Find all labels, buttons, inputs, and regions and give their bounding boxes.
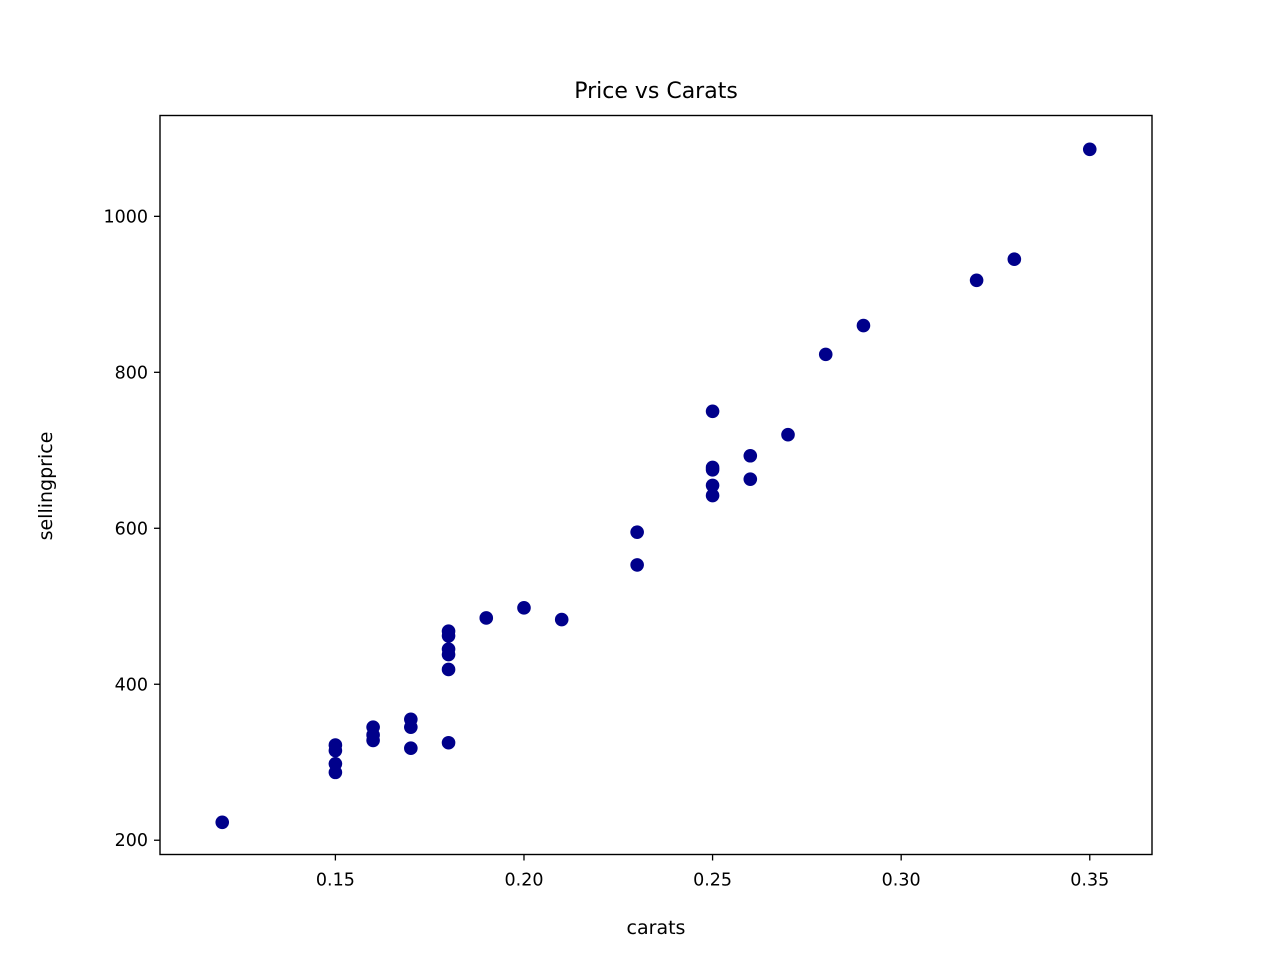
x-tick-label: 0.25	[693, 871, 732, 891]
y-axis-label: sellingprice	[35, 432, 57, 541]
y-tick-label: 600	[115, 519, 148, 539]
x-tick-label: 0.30	[882, 871, 921, 891]
data-point	[856, 318, 871, 333]
data-point	[366, 733, 380, 748]
data-point	[743, 472, 758, 486]
data-point	[517, 601, 531, 615]
data-point	[404, 720, 418, 734]
data-point	[781, 427, 795, 442]
data-points	[215, 142, 1097, 830]
data-point	[969, 273, 984, 288]
data-point	[705, 478, 720, 493]
x-axis-label: carats	[627, 917, 686, 939]
data-point	[441, 735, 456, 750]
y-tick-label: 800	[115, 363, 148, 383]
data-point	[479, 611, 494, 625]
data-point	[1082, 142, 1097, 157]
y-tick-label: 400	[115, 675, 148, 695]
data-point	[818, 347, 833, 362]
data-point	[1007, 252, 1022, 267]
data-point	[441, 629, 456, 643]
data-point	[743, 448, 758, 463]
data-point	[441, 647, 456, 662]
data-point	[554, 612, 569, 627]
x-tick-label: 0.20	[505, 871, 544, 891]
data-point	[441, 662, 456, 677]
y-tick-label: 1000	[103, 207, 148, 227]
data-point	[705, 488, 720, 503]
x-axis-ticks: 0.15 0.20 0.25 0.30 0.35	[316, 854, 1109, 891]
data-point	[630, 525, 644, 539]
data-point	[328, 765, 343, 780]
data-point	[705, 404, 720, 419]
data-point	[705, 462, 720, 477]
x-tick-label: 0.35	[1070, 871, 1109, 891]
chart-title: Price vs Carats	[574, 79, 738, 104]
data-point	[328, 743, 343, 758]
data-point	[215, 815, 230, 830]
y-axis-ticks: 200 400 600 800 1000	[103, 207, 160, 851]
x-tick-label: 0.15	[316, 871, 355, 891]
y-tick-label: 200	[115, 831, 148, 851]
data-point	[404, 741, 418, 756]
data-point	[630, 558, 644, 572]
plot-area-frame	[159, 114, 1153, 856]
